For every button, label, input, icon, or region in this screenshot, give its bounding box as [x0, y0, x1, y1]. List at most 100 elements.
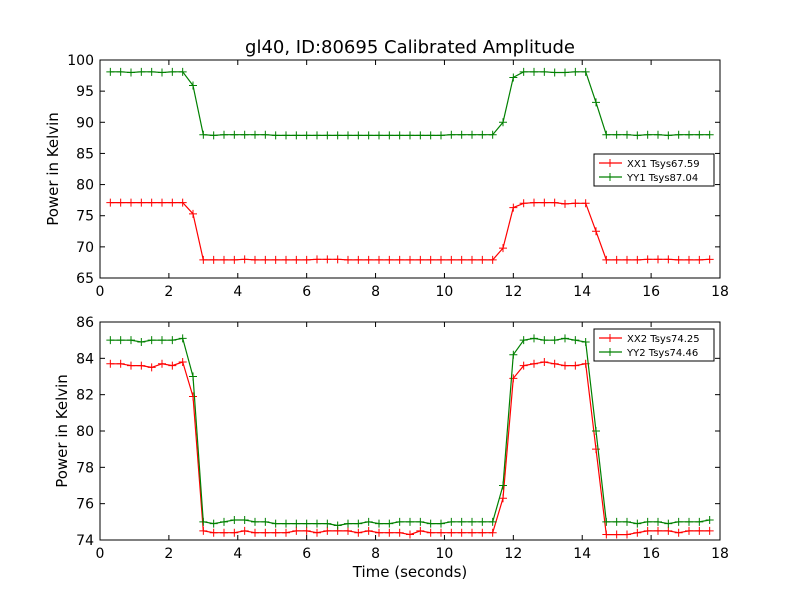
bottom-x-tick-label: 6 [302, 546, 311, 562]
bottom-data-point [705, 526, 714, 535]
bottom-data-point [468, 517, 476, 526]
bottom-data-point [571, 336, 580, 345]
bottom-data-point [406, 530, 414, 539]
top-data-point [530, 198, 538, 207]
top-data-point [106, 67, 115, 76]
top-x-tick-label: 18 [711, 284, 729, 300]
top-data-point [116, 198, 125, 207]
bottom-data-point [199, 526, 208, 535]
bottom-x-tick-label: 10 [436, 546, 454, 562]
top-data-point [220, 255, 228, 264]
top-y-tick-label: 75 [76, 209, 94, 225]
bottom-data-point [106, 336, 115, 345]
bottom-data-point [540, 357, 549, 366]
bottom-data-point [530, 334, 538, 343]
bottom-data-point [426, 528, 435, 537]
bottom-data-point [623, 517, 631, 526]
top-data-point [623, 255, 631, 264]
bottom-x-tick-label: 2 [164, 546, 173, 562]
bottom-data-point [571, 361, 580, 370]
bottom-data-point [271, 528, 280, 537]
bottom-series-xx [106, 357, 714, 539]
top-data-point [137, 67, 146, 76]
top-data-point [282, 131, 290, 140]
bottom-data-point [364, 517, 373, 526]
top-data-point [561, 68, 569, 77]
top-data-point [581, 199, 590, 208]
bottom-data-point [178, 357, 187, 366]
top-x-tick-label: 4 [233, 284, 242, 300]
top-data-point [530, 67, 538, 76]
top-data-point [478, 130, 487, 139]
bottom-data-point [209, 519, 218, 528]
top-legend-marker [606, 173, 614, 181]
top-data-point [416, 255, 425, 264]
bottom-legend-marker [606, 348, 614, 356]
bottom-data-point [550, 336, 559, 345]
bottom-data-point [261, 528, 270, 537]
top-data-point [674, 255, 683, 264]
bottom-data-point [292, 519, 301, 528]
bottom-legend: XX2 Tsys74.25 YY2 Tsys74.46 [593, 328, 715, 362]
bottom-y-tick-label: 80 [76, 424, 94, 440]
bottom-data-point [664, 519, 673, 528]
top-data-point [333, 255, 342, 264]
top-data-point [168, 198, 177, 207]
top-data-point [447, 255, 456, 264]
top-data-point [395, 131, 404, 140]
top-x-tick-label: 0 [96, 284, 105, 300]
bottom-data-point [116, 336, 125, 345]
bottom-data-point [468, 528, 476, 537]
bottom-data-point [302, 519, 311, 528]
top-data-point [127, 68, 135, 77]
top-data-point [344, 131, 352, 140]
top-data-point [147, 67, 156, 76]
top-data-point [385, 255, 394, 264]
bottom-data-point [178, 334, 187, 343]
top-data-point [705, 130, 714, 139]
top-legend-label: YY1 Tsys87.04 [626, 173, 698, 184]
top-legend: XX1 Tsys67.59 YY1 Tsys87.04 [593, 153, 715, 187]
bottom-data-point [654, 526, 662, 535]
top-data-point [612, 255, 621, 264]
top-data-point [313, 131, 321, 140]
top-y-tick-label: 90 [76, 115, 94, 131]
top-data-point [178, 67, 187, 76]
top-data-point [354, 131, 363, 140]
top-x-tick-label: 10 [436, 284, 454, 300]
bottom-x-tick-label: 12 [504, 546, 522, 562]
top-data-point [364, 131, 373, 140]
bottom-data-point [199, 517, 208, 526]
bottom-data-point [488, 517, 497, 526]
bottom-data-point [509, 350, 518, 359]
bottom-data-point [282, 528, 290, 537]
top-data-point [230, 255, 239, 264]
top-data-point [550, 68, 559, 77]
top-data-point [592, 227, 600, 236]
bottom-data-point [251, 528, 259, 537]
bottom-data-point [530, 359, 538, 368]
bottom-x-tick-label: 16 [642, 546, 660, 562]
top-data-point [385, 131, 394, 140]
bottom-data-point [499, 481, 507, 490]
bottom-data-point [674, 528, 683, 537]
bottom-series-yy [106, 334, 714, 530]
bottom-data-point [313, 519, 321, 528]
top-data-point [643, 255, 652, 264]
top-data-point [437, 131, 445, 140]
top-data-point [571, 67, 580, 76]
bottom-data-point [302, 526, 311, 535]
top-data-point [313, 255, 321, 264]
top-data-point [633, 255, 642, 264]
top-data-point [137, 198, 146, 207]
bottom-data-point [137, 361, 146, 370]
bottom-data-point [592, 445, 600, 454]
top-data-point [375, 255, 383, 264]
top-data-point [333, 131, 342, 140]
top-data-point [674, 130, 683, 139]
top-data-point [499, 118, 507, 127]
top-x-tick-label: 6 [302, 284, 311, 300]
bottom-data-point [375, 519, 383, 528]
top-data-point [302, 131, 311, 140]
